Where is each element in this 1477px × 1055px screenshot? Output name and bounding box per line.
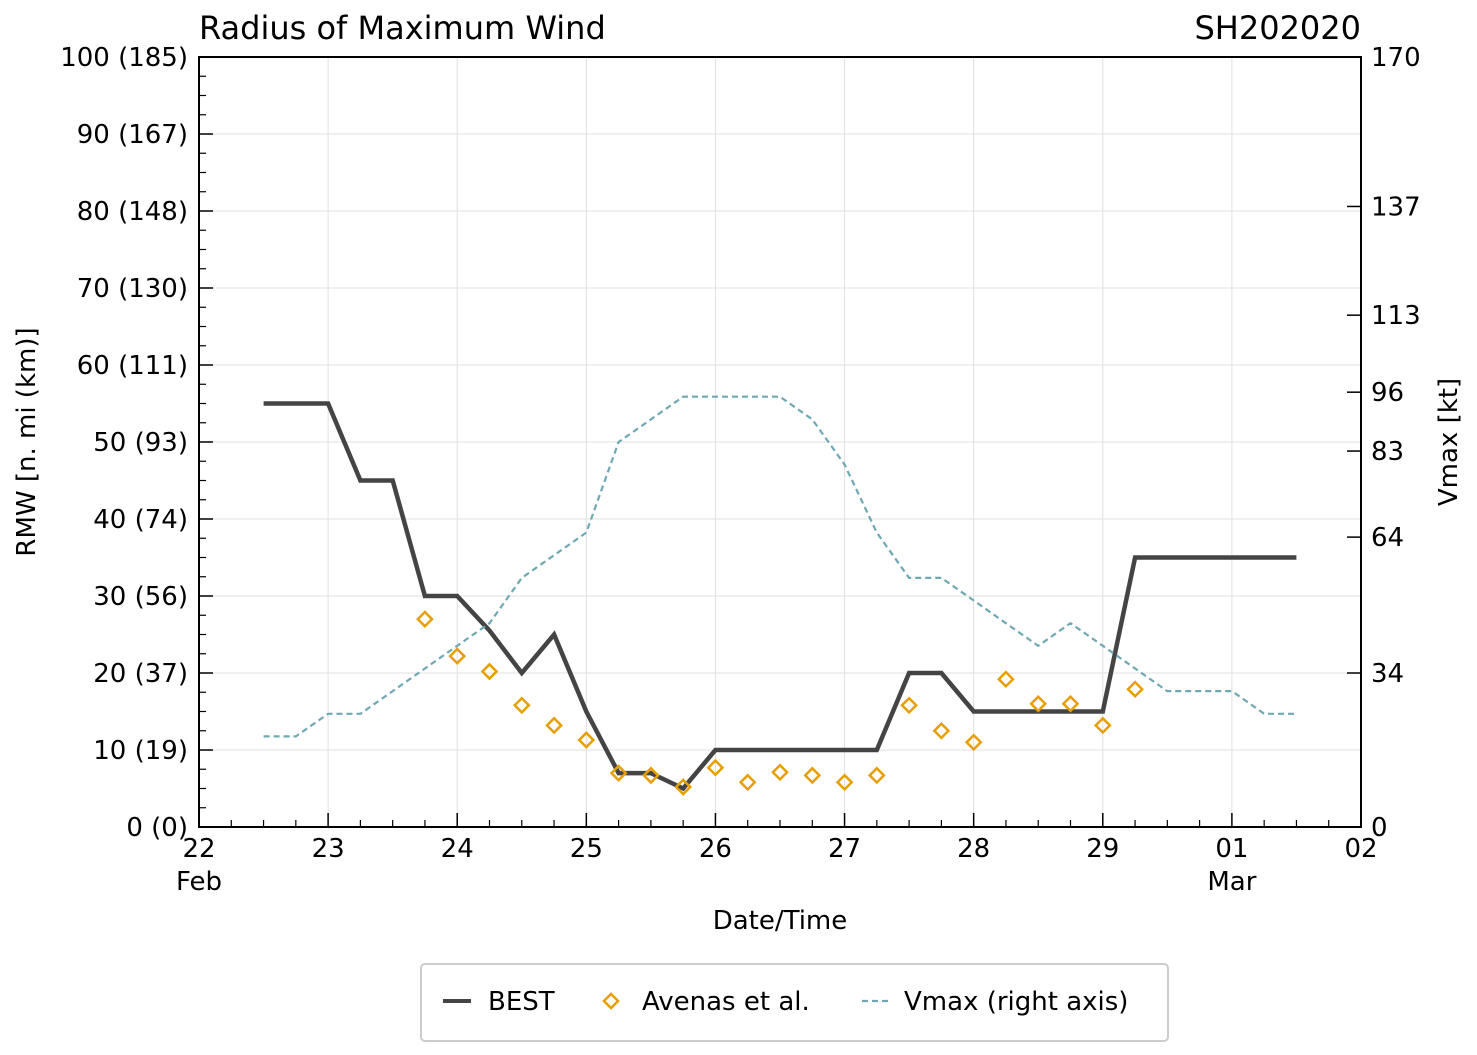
axes: 0 (0) 10 (19) 20 (37) 30 (56) 40 (74) 50 (93)… xyxy=(60,43,1420,897)
y-tick-label-10: 100 (185) xyxy=(60,43,188,73)
y-tick-label-8: 80 (148) xyxy=(77,197,188,227)
y2-tick-label-2: 64 xyxy=(1371,523,1404,553)
x-tick-sublabel-0: Feb xyxy=(176,867,222,897)
avenas-marker-7 xyxy=(642,766,660,785)
y-tick-label-3: 30 (56) xyxy=(93,582,188,612)
avenas-marker-0 xyxy=(416,610,434,628)
y-tick-label-4: 40 (74) xyxy=(93,505,188,535)
avenas-marker-5 xyxy=(577,731,596,749)
legend-avenas-label: Avenas et al. xyxy=(642,987,810,1017)
x-tick-label-0: 22 xyxy=(182,834,215,864)
avenas-marker-10 xyxy=(738,773,757,792)
avenas-marker-12 xyxy=(803,766,822,785)
avenas-marker-14 xyxy=(867,766,886,785)
avenas-marker-1 xyxy=(448,647,467,665)
x-tick-label-2: 24 xyxy=(441,834,474,864)
legend-avenas-swatch xyxy=(602,992,620,1010)
legend-best-label: BEST xyxy=(488,987,555,1017)
y-tick-label-2: 20 (37) xyxy=(93,659,188,689)
y-tick-label-5: 50 (93) xyxy=(93,428,188,458)
avenas-marker-9 xyxy=(706,758,725,777)
y-axis-label: RMW [n. mi (km)] xyxy=(12,327,42,556)
y2-tick-label-6: 137 xyxy=(1371,192,1421,222)
avenas-marker-19 xyxy=(1029,694,1048,713)
avenas-marker-18 xyxy=(997,670,1015,689)
best-line xyxy=(263,401,1297,792)
avenas-marker-8 xyxy=(674,778,693,796)
y-tick-label-1: 10 (19) xyxy=(93,736,188,766)
x-tick-label-6: 28 xyxy=(957,834,990,864)
legend: BEST Avenas et al. Vmax (right axis) xyxy=(420,963,1169,1042)
y-tick-label-7: 70 (130) xyxy=(77,274,188,304)
avenas-marker-15 xyxy=(900,696,918,715)
chart-title: Radius of Maximum Wind xyxy=(199,9,606,47)
avenas-marker-16 xyxy=(932,721,951,740)
avenas-marker-6 xyxy=(609,764,628,782)
vmax-line xyxy=(263,395,1297,738)
x-tick-label-4: 26 xyxy=(699,834,732,864)
y2-tick-label-1: 34 xyxy=(1371,659,1404,689)
y2-axis-label: Vmax [kt] xyxy=(1434,378,1464,506)
avenas-marker-20 xyxy=(1061,694,1080,713)
x-axis-label: Date/Time xyxy=(713,906,848,936)
y2-tick-label-4: 96 xyxy=(1371,378,1404,408)
x-tick-label-9: 02 xyxy=(1344,834,1377,864)
avenas-marker-4 xyxy=(545,716,563,735)
y2-tick-label-7: 170 xyxy=(1371,43,1421,73)
avenas-marker-21 xyxy=(1093,716,1112,735)
series-layer xyxy=(263,395,1297,796)
storm-id: SH202020 xyxy=(1194,9,1361,47)
y2-tick-label-0: 0 xyxy=(1371,813,1388,843)
x-tick-label-7: 29 xyxy=(1086,834,1119,864)
y2-tick-label-5: 113 xyxy=(1371,301,1421,331)
legend-box xyxy=(420,963,1169,1042)
y-tick-label-6: 60 (111) xyxy=(77,351,188,381)
avenas-marker-11 xyxy=(771,763,789,782)
x-tick-label-3: 25 xyxy=(570,834,603,864)
y-tick-label-9: 90 (167) xyxy=(77,120,188,150)
grid xyxy=(199,57,1361,827)
x-tick-label-5: 27 xyxy=(828,834,861,864)
x-tick-label-1: 23 xyxy=(312,834,345,864)
x-tick-sublabel-8: Mar xyxy=(1207,867,1256,897)
avenas-marker-2 xyxy=(480,662,499,681)
avenas-marker-13 xyxy=(835,773,854,792)
x-tick-label-8: 01 xyxy=(1215,834,1248,864)
y2-tick-label-3: 83 xyxy=(1371,437,1404,467)
avenas-marker-17 xyxy=(964,733,983,752)
avenas-marker-3 xyxy=(512,696,531,715)
legend-vmax-label: Vmax (right axis) xyxy=(904,987,1128,1017)
avenas-marker-22 xyxy=(1126,680,1144,699)
y-tick-label-0: 0 (0) xyxy=(126,813,188,843)
